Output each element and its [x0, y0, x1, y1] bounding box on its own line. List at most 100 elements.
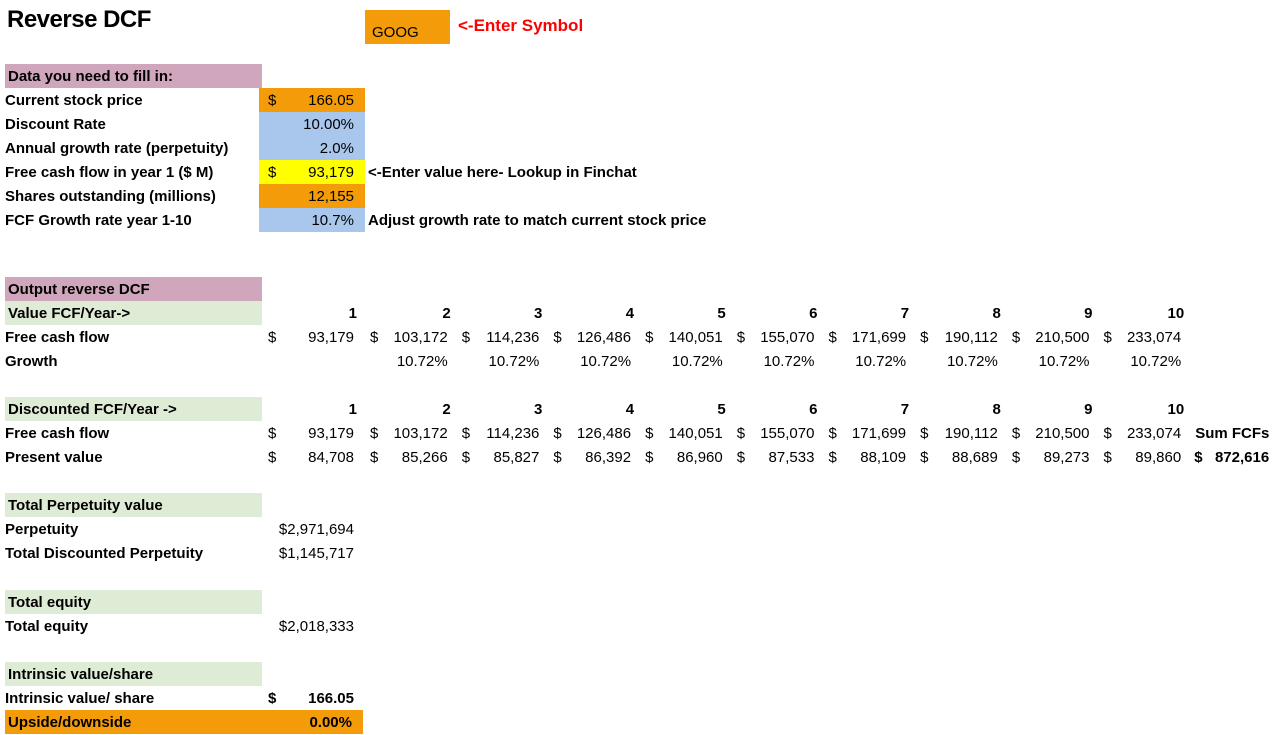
year-header: 10 — [1167, 304, 1185, 322]
year-header: 4 — [625, 304, 635, 322]
fcf-cell: $140,051 — [645, 424, 723, 442]
fcf-year1-cell[interactable]: $ 93,179 — [259, 160, 365, 184]
dollar-sign: $ — [268, 448, 277, 466]
dollar-sign: $ — [1103, 328, 1112, 346]
dollar-sign: $ — [920, 424, 929, 442]
section-header-perpetuity: Total Perpetuity value — [5, 493, 262, 517]
output-growth-row: Growth 10.72% 10.72% 10.72% 10.72% 10.72… — [5, 349, 1190, 373]
dollar-sign: $ — [1103, 424, 1112, 442]
pv-cell: $89,860 — [1103, 448, 1182, 466]
upside-downside-cell: Upside/downside 0.00% — [5, 710, 363, 734]
growth-cell: 10.72% — [763, 352, 815, 370]
year-row-label: Discounted FCF/Year -> — [5, 397, 262, 421]
fcf-cell: $171,699 — [828, 424, 907, 442]
input-row-perpetuity-growth: Annual growth rate (perpetuity) 2.0% — [5, 136, 365, 160]
growth-cell: 10.72% — [488, 352, 540, 370]
fcf-cell: $114,236 — [461, 328, 540, 346]
pv-cell: $88,109 — [828, 448, 907, 466]
growth-cell: 10.72% — [671, 352, 723, 370]
row-label: FCF Growth rate year 1-10 — [5, 211, 192, 229]
fcf-cell: $126,486 — [553, 328, 632, 346]
row-label: Total Discounted Perpetuity — [5, 544, 204, 562]
row-label: Intrinsic value/ share — [5, 689, 155, 707]
row-label: Total equity — [5, 617, 89, 635]
dollar-sign: $ — [461, 328, 471, 346]
dollar-sign: $ — [268, 328, 277, 346]
fcf-growth-rate-cell[interactable]: 10.7% — [259, 208, 365, 232]
equity-header: Total equity — [5, 590, 262, 614]
section-header-inputs: Data you need to fill in: — [5, 64, 262, 88]
pv-cell: $84,708 — [268, 448, 354, 466]
discounted-fcf-row: Free cash flow $93,179 $103,172 $114,236… — [5, 421, 1276, 445]
fcf-cell: $190,112 — [920, 424, 998, 442]
cell-value: 10.7% — [311, 211, 354, 229]
upside-value: 0.00% — [309, 713, 352, 731]
fcf-cell: $126,486 — [553, 424, 632, 442]
year-header: 9 — [1084, 400, 1093, 418]
dollar-sign: $ — [553, 448, 562, 466]
growth-cell: 10.72% — [580, 352, 632, 370]
growth-cell: 10.72% — [1130, 352, 1182, 370]
cell-value: 2.0% — [319, 139, 354, 157]
dollar-sign: $ — [1011, 424, 1021, 442]
row-label: Free cash flow in year 1 ($ M) — [5, 163, 214, 181]
pv-cell: $85,827 — [461, 448, 540, 466]
fcf-cell: $171,699 — [828, 328, 907, 346]
total-equity-value: $2,018,333 — [278, 617, 354, 635]
year-header: 5 — [717, 304, 726, 322]
row-label: Annual growth rate (perpetuity) — [5, 139, 229, 157]
dollar-sign: $ — [268, 689, 277, 707]
discount-rate-cell[interactable]: 10.00% — [259, 112, 365, 136]
dollar-sign: $ — [828, 448, 837, 466]
input-row-discount-rate: Discount Rate 10.00% — [5, 112, 365, 136]
cell-value: 10.00% — [303, 115, 354, 133]
dollar-sign: $ — [1011, 448, 1021, 466]
year-header: 1 — [348, 304, 357, 322]
section-header-equity: Total equity — [5, 590, 262, 614]
fcf-cell: $155,070 — [736, 328, 815, 346]
year-header: 6 — [809, 400, 818, 418]
pv-cell: $89,273 — [1011, 448, 1090, 466]
sum-fcfs-value: $872,616 — [1194, 448, 1270, 466]
row-label: Perpetuity — [5, 520, 79, 538]
year-row-label: Value FCF/Year-> — [5, 301, 262, 325]
growth-cell: 10.72% — [1038, 352, 1090, 370]
year-header: 3 — [534, 400, 543, 418]
dollar-sign: $ — [1194, 448, 1203, 466]
input-row-fcf-growth-rate: FCF Growth rate year 1-10 10.7% Adjust g… — [5, 208, 706, 232]
dollar-sign: $ — [370, 328, 379, 346]
pv-cell: $87,533 — [736, 448, 815, 466]
output-fcf-row: Free cash flow $93,179 $103,172 $114,236… — [5, 325, 1190, 349]
pv-cell: $85,266 — [370, 448, 448, 466]
year-header: 9 — [1084, 304, 1093, 322]
present-value-row: Present value $84,708 $85,266 $85,827 $8… — [5, 445, 1276, 469]
year-header: 7 — [900, 304, 910, 322]
row-label: Free cash flow — [5, 424, 110, 442]
symbol-value: GOOG — [372, 24, 419, 41]
input-row-fcf-year1: Free cash flow in year 1 ($ M) $ 93,179 … — [5, 160, 637, 184]
dollar-sign: $ — [920, 448, 929, 466]
fcf-cell: $103,172 — [370, 424, 448, 442]
year-header: 7 — [900, 400, 910, 418]
year-header: 2 — [442, 304, 451, 322]
stock-price-cell[interactable]: $ 166.05 — [259, 88, 365, 112]
dollar-sign: $ — [553, 424, 562, 442]
perpetuity-header: Total Perpetuity value — [5, 493, 262, 517]
symbol-input-cell[interactable]: GOOG — [365, 10, 450, 44]
row-label: Growth — [5, 352, 58, 370]
discounted-perpetuity-row: Total Discounted Perpetuity $1,145,717 — [5, 541, 365, 565]
output-dcf-header: Output reverse DCF — [5, 277, 262, 301]
growth-cell: 10.72% — [855, 352, 907, 370]
intrinsic-header: Intrinsic value/share — [5, 662, 262, 686]
dollar-sign: $ — [370, 448, 379, 466]
row-label: Present value — [5, 448, 103, 466]
dollar-sign: $ — [461, 448, 471, 466]
fcf-cell: $93,179 — [268, 424, 354, 442]
row-label: Free cash flow — [5, 328, 110, 346]
year-header: 4 — [625, 400, 635, 418]
shares-outstanding-cell[interactable]: 12,155 — [259, 184, 365, 208]
growth-cell: 10.72% — [946, 352, 998, 370]
inputs-header: Data you need to fill in: — [5, 64, 262, 88]
perpetuity-growth-cell[interactable]: 2.0% — [259, 136, 365, 160]
